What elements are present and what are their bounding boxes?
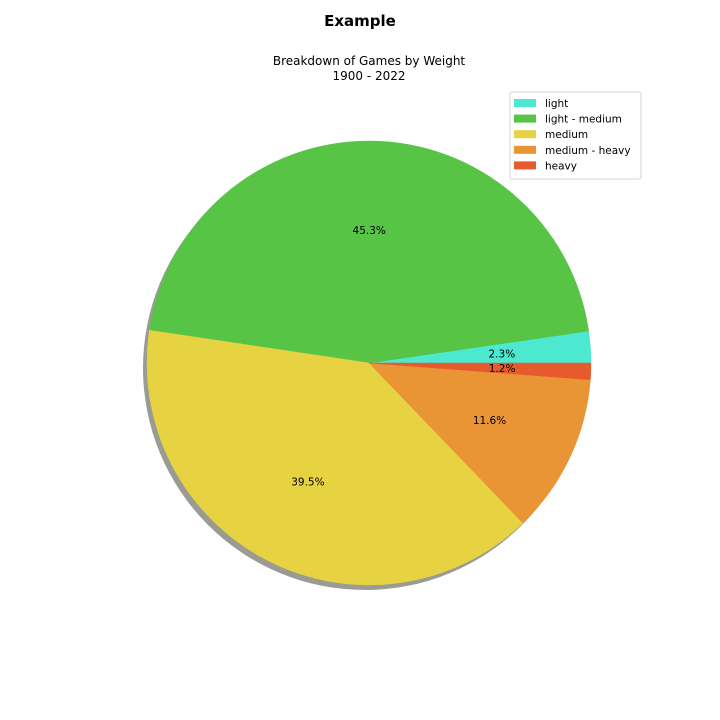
figure-title: Example [324, 12, 396, 30]
legend-label: heavy [545, 160, 577, 172]
legend: light light - medium medium medium - heavy h… [509, 91, 642, 180]
pie-slices [146, 140, 592, 586]
legend-swatch [514, 130, 536, 139]
pie-labels: 2.3% 45.3% 39.5% 11.6% 1.2% [291, 225, 515, 489]
legend-label: light [545, 98, 568, 110]
legend-label: medium - heavy [545, 145, 631, 157]
chart-title: Breakdown of Games by Weight [273, 54, 466, 68]
chart-subtitle: 1900 - 2022 [332, 69, 405, 83]
pie-slice-medium [146, 330, 524, 586]
legend-swatch [514, 145, 536, 154]
pie-pct-label: 39.5% [291, 476, 324, 488]
legend-swatch [514, 161, 536, 170]
legend-label: medium [545, 129, 588, 141]
legend-box [509, 91, 642, 180]
pie-slice-heavy [368, 362, 592, 381]
pie-pct-label: 2.3% [489, 348, 516, 360]
legend-swatch [514, 114, 536, 123]
pie-pct-label: 45.3% [353, 225, 386, 237]
pie-slice-light-medium [149, 140, 589, 364]
pie-pct-label: 11.6% [473, 415, 506, 427]
pie-pct-label: 1.2% [489, 363, 516, 375]
pie-slice-medium-heavy [368, 362, 591, 524]
legend-label: light - medium [545, 114, 622, 126]
legend-swatch [514, 99, 536, 107]
